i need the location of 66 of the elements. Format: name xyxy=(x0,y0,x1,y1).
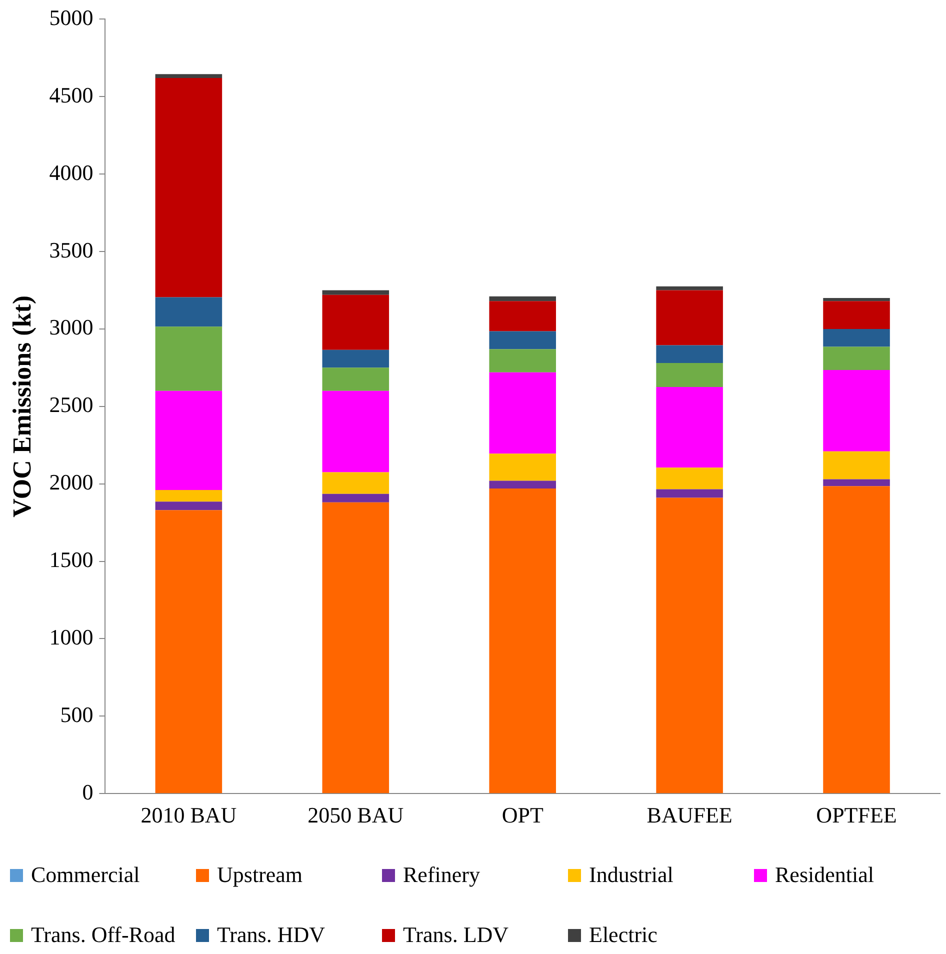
legend-label: Refinery xyxy=(403,862,480,888)
bar xyxy=(489,301,556,332)
bar xyxy=(322,390,390,472)
bar xyxy=(823,451,890,480)
x-tick-label: OPTFEE xyxy=(816,802,897,828)
bar xyxy=(656,290,723,346)
bar xyxy=(155,78,222,298)
legend-label: Upstream xyxy=(217,862,303,888)
y-tick-label: 4500 xyxy=(49,82,94,108)
bar xyxy=(489,331,556,350)
bar xyxy=(155,390,222,490)
bar xyxy=(155,502,222,510)
bar xyxy=(656,363,723,388)
bar xyxy=(322,350,390,368)
bar xyxy=(155,326,222,391)
bar xyxy=(656,387,723,468)
bar xyxy=(155,297,222,327)
x-tick-label: 2010 BAU xyxy=(140,802,237,828)
bar xyxy=(656,489,723,498)
bar xyxy=(656,345,723,364)
y-tick-label: 3500 xyxy=(49,237,94,262)
bar xyxy=(656,468,723,490)
bar xyxy=(322,368,390,391)
y-tick-label: 1000 xyxy=(49,624,94,650)
bar xyxy=(489,349,556,372)
y-tick-label: 0 xyxy=(82,779,94,804)
bar xyxy=(489,372,556,454)
x-tick-label: OPT xyxy=(502,802,544,828)
legend-label: Trans. LDV xyxy=(403,922,509,948)
y-tick-label: 2500 xyxy=(49,392,94,418)
y-tick-label: 3000 xyxy=(49,314,94,340)
y-tick-label: 4000 xyxy=(49,160,94,185)
y-tick-label: 2000 xyxy=(49,470,94,495)
bar xyxy=(823,370,890,452)
bar xyxy=(823,298,890,302)
bar xyxy=(322,294,390,350)
bar xyxy=(155,74,222,78)
bar xyxy=(322,290,390,295)
bar xyxy=(155,490,222,502)
y-tick-label: 500 xyxy=(60,702,94,727)
bar xyxy=(489,454,556,481)
bar xyxy=(656,498,723,794)
bar xyxy=(489,480,556,488)
bar xyxy=(656,286,723,290)
x-tick-label: 2050 BAU xyxy=(308,802,404,828)
bar xyxy=(489,296,556,302)
legend-label: Trans. HDV xyxy=(217,922,325,948)
y-tick-label: 5000 xyxy=(49,4,94,30)
legend-label: Commercial xyxy=(31,862,140,888)
legend-label: Industrial xyxy=(589,862,674,888)
legend-label: Electric xyxy=(589,922,658,948)
bar xyxy=(322,472,390,494)
legend-label: Residential xyxy=(775,862,874,888)
bar xyxy=(823,328,890,347)
bar xyxy=(155,510,222,794)
bar xyxy=(322,502,390,794)
legend-label: Trans. Off-Road xyxy=(31,922,176,948)
x-tick-label: BAUFEE xyxy=(646,802,732,828)
bar xyxy=(823,346,890,370)
y-tick-label: 1500 xyxy=(49,547,94,572)
bar xyxy=(489,488,556,794)
bar xyxy=(823,486,890,794)
y-axis-title: VOC Emissions (kt) xyxy=(7,295,36,518)
bar xyxy=(322,494,390,502)
bar xyxy=(823,301,890,329)
bar xyxy=(823,479,890,486)
